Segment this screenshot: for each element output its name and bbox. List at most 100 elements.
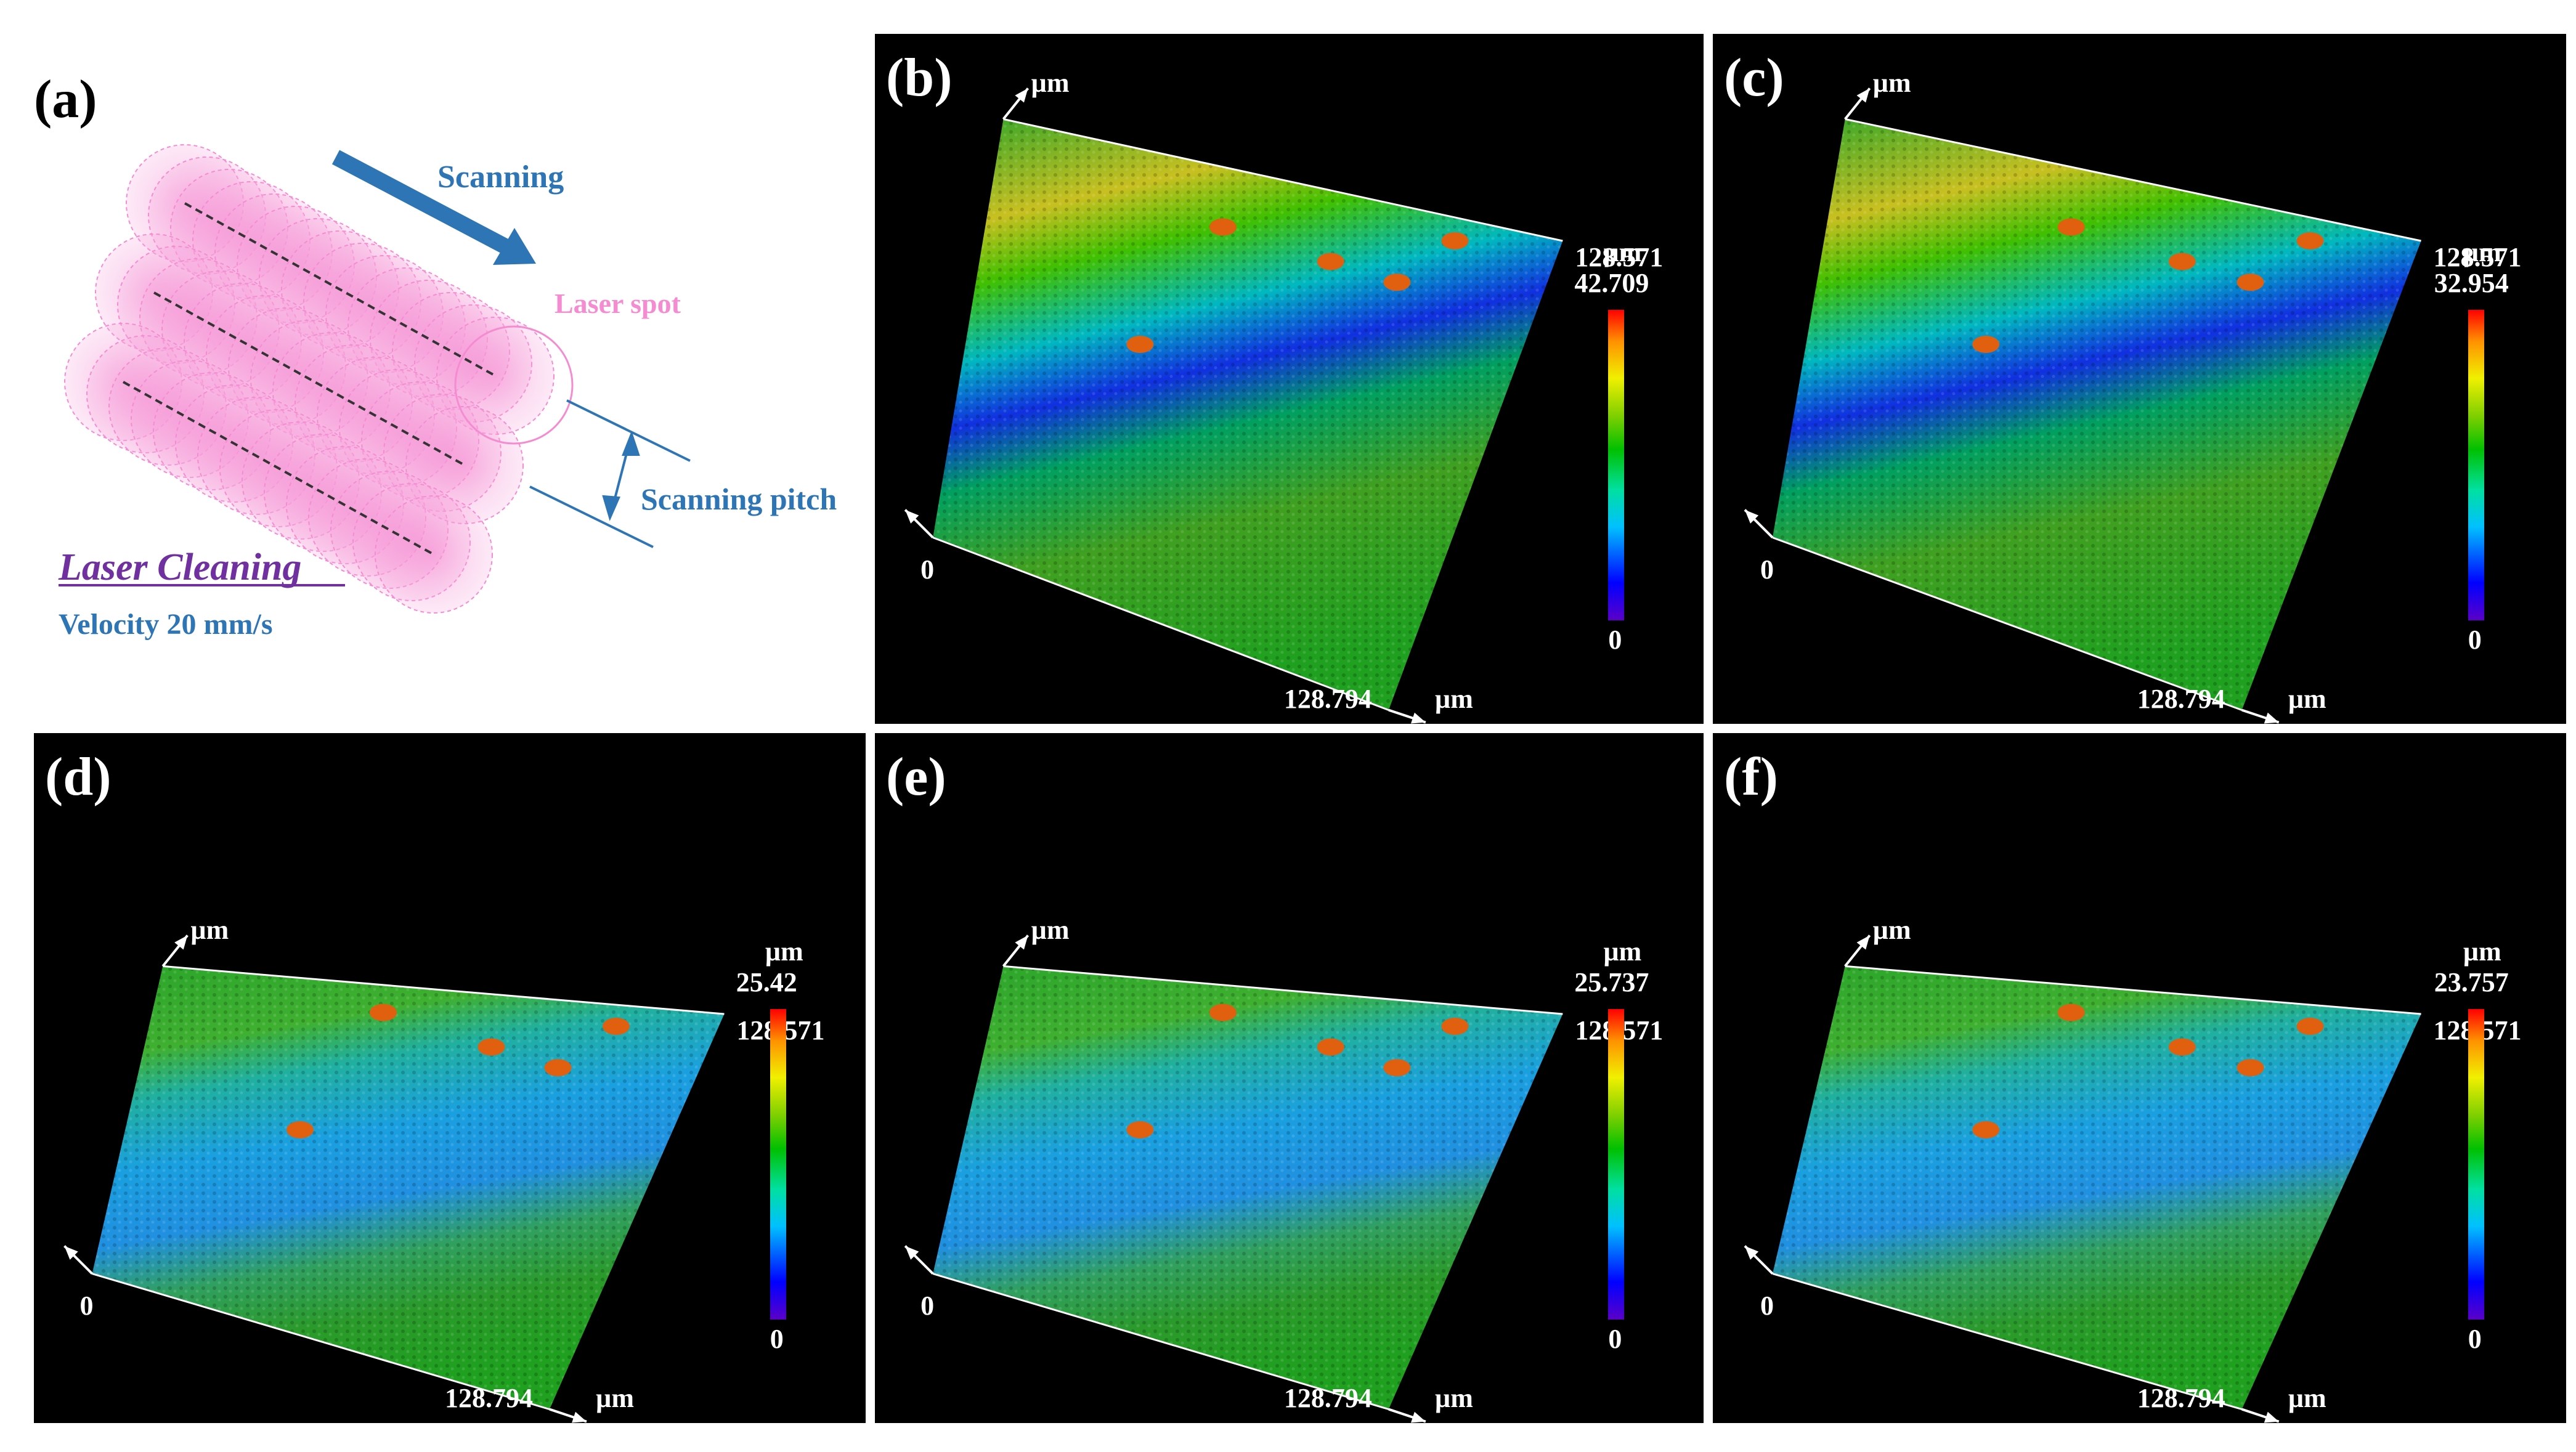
x-axis-max: 128.794 [445, 1383, 533, 1413]
y-axis-max: 128.571 [1575, 242, 1664, 272]
surface-peak [603, 1018, 630, 1035]
color-scale-bar [2468, 1009, 2484, 1320]
scale-min: 0 [2468, 625, 2482, 655]
surface-peak [2057, 1004, 2085, 1021]
y-axis-unit: µm [1872, 68, 1911, 99]
scale-min: 0 [1608, 625, 1622, 655]
surface-peak [1441, 1018, 1469, 1035]
profile-panel-b: (b) µm 128.571 0 128.794 µm µm 42.709 0 [875, 34, 1704, 724]
y-axis-max: 128.571 [2433, 242, 2522, 272]
scanning-pitch-label: Scanning pitch [641, 482, 837, 516]
surface-peak [2237, 1059, 2264, 1077]
scale-unit: µm [2463, 936, 2501, 967]
scale-max: 32.954 [2434, 268, 2509, 298]
frame-edge [1845, 118, 2421, 242]
x-axis-unit: µm [1434, 1383, 1473, 1413]
scale-unit: µm [2463, 237, 2501, 267]
surface-peak [286, 1121, 314, 1138]
y-axis-unit: µm [1031, 68, 1070, 99]
surface-peak [1209, 1004, 1237, 1021]
scanning-label: Scanning [437, 160, 564, 195]
origin-zero: 0 [1760, 1290, 1774, 1321]
color-scale-bar [1608, 310, 1625, 620]
frame-edge [1772, 537, 2243, 712]
frame-edge [92, 1273, 550, 1411]
surface-peak [2296, 1018, 2324, 1035]
surface-texture [1772, 119, 2421, 710]
surface-peak [2057, 218, 2085, 236]
surface-profile-plot [904, 87, 1563, 724]
scale-min: 0 [770, 1324, 784, 1354]
scale-max: 23.757 [2434, 967, 2509, 997]
frame-edge [163, 965, 725, 1015]
panel-label: (c) [1724, 48, 1784, 108]
surface-profile-plot [1744, 87, 2421, 724]
laser-spot-tracks [64, 144, 574, 614]
panel-label: (b) [886, 48, 953, 108]
surface-peak [1972, 1121, 2000, 1138]
color-scale-bar [1608, 1009, 1625, 1320]
panel-label: (f) [1724, 747, 1778, 807]
y-axis-arrow-head [174, 935, 188, 950]
panel-label: (e) [886, 747, 946, 807]
surface-peak [477, 1038, 505, 1056]
x-axis-max: 128.794 [1283, 1383, 1372, 1413]
surface-peak [1209, 218, 1237, 236]
surface-peak [1317, 1038, 1344, 1056]
y-axis-arrow-head [1015, 935, 1028, 950]
frame-edge [1845, 965, 2421, 1015]
laser-spot-label: Laser spot [555, 288, 681, 319]
laser-track-diagram [59, 144, 691, 614]
x-axis-max: 128.794 [1283, 684, 1372, 714]
x-axis-arrow-head [2264, 1411, 2279, 1423]
y-axis-unit: µm [190, 915, 229, 946]
x-axis-arrow-head [1410, 712, 1426, 724]
origin-zero: 0 [920, 554, 935, 585]
surface-profile-plot [63, 935, 725, 1423]
scan-path-line [184, 202, 496, 377]
surface-peak [544, 1059, 572, 1077]
frame-edge [932, 1273, 1389, 1411]
z-axis-arrow-head [905, 509, 919, 524]
surface-peak [2168, 1038, 2196, 1056]
color-scale-bar [770, 1009, 786, 1320]
x-axis-arrow-head [2264, 712, 2279, 724]
x-axis-max: 128.794 [2137, 684, 2225, 714]
surface-peak [1383, 274, 1411, 291]
laser-spot-outline [454, 325, 574, 445]
color-scale-bar [2468, 310, 2484, 620]
origin-zero: 0 [920, 1290, 935, 1321]
y-axis-arrow-head [1856, 88, 1870, 103]
panel-label-a: (a) [34, 70, 97, 129]
surface-peak [370, 1004, 397, 1021]
y-axis-unit: µm [1031, 915, 1070, 946]
velocity-label: Velocity 20 mm/s [59, 608, 273, 641]
scale-unit: µm [765, 936, 803, 967]
scan-path-line [123, 381, 434, 556]
laser-spot [375, 495, 493, 614]
z-axis-arrow-head [1744, 509, 1759, 524]
scale-max: 42.709 [1574, 268, 1649, 298]
scan-path-line [153, 291, 465, 466]
origin-zero: 0 [79, 1290, 94, 1321]
surface-peak [1126, 336, 1154, 353]
x-axis-arrow-head [572, 1411, 587, 1423]
surface-peak [1317, 253, 1344, 270]
scanning-pitch-marker [529, 399, 691, 548]
surface-texture [92, 966, 725, 1409]
x-axis-unit: µm [2288, 1383, 2326, 1413]
surface-profile-plot [904, 935, 1563, 1423]
surface-peak [2237, 274, 2264, 291]
x-axis-max: 128.794 [2137, 1383, 2225, 1413]
scale-max: 25.42 [736, 967, 797, 997]
x-axis-unit: µm [2288, 684, 2326, 714]
surface-peak [2168, 253, 2196, 270]
laser-cleaning-title: Laser Cleaning [59, 546, 302, 588]
surface-peak [1383, 1059, 1411, 1077]
surface-peak [2296, 232, 2324, 249]
surface-texture [933, 119, 1563, 710]
surface-texture [1772, 966, 2421, 1409]
z-axis-arrow-head [905, 1246, 919, 1260]
